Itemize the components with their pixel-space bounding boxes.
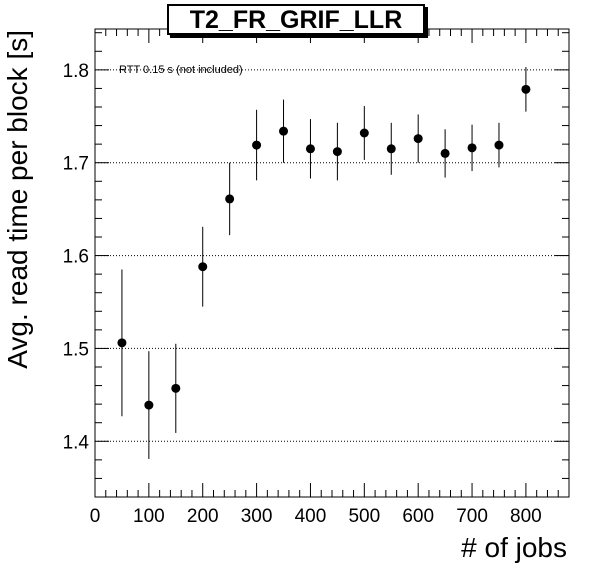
x-tick-label: 100 [133, 506, 165, 527]
data-point [521, 84, 531, 94]
data-point [305, 144, 315, 154]
y-tick-label: 1.5 [63, 339, 89, 360]
x-tick-label: 700 [456, 506, 488, 527]
data-point [117, 338, 127, 348]
x-tick-label: 0 [90, 506, 101, 527]
x-tick-label: 600 [402, 506, 434, 527]
data-point [171, 383, 181, 393]
data-point [359, 128, 369, 138]
data-point [144, 400, 154, 410]
x-tick-label: 200 [187, 506, 219, 527]
plot-frame [94, 28, 570, 498]
y-tick-label: 1.4 [63, 432, 90, 453]
y-axis-label: Avg. read time per block [s] [2, 30, 33, 369]
data-point [198, 262, 208, 272]
data-point [440, 148, 450, 158]
annotation-rtt: RTT 0.15 s (not included) [119, 64, 243, 76]
x-axis-label: # of jobs [461, 532, 567, 563]
gridlines [95, 69, 569, 442]
x-tick-label: 400 [295, 506, 327, 527]
data-point [332, 147, 342, 157]
data-point [494, 140, 504, 150]
axis-ticks [94, 29, 570, 498]
data-point [467, 143, 477, 153]
data-point [413, 134, 423, 144]
chart-title: T2_FR_GRIF_LLR [167, 4, 425, 35]
data-point [386, 144, 396, 154]
x-tick-label: 800 [510, 506, 542, 527]
y-tick-label: 1.8 [63, 61, 89, 82]
data-series [117, 67, 531, 459]
tick-labels: 1.4 1.5 1.6 1.7 1.8 0 100 200 300 400 500 600 700 800 [63, 61, 542, 527]
x-tick-label: 300 [241, 506, 273, 527]
data-point [279, 126, 289, 136]
x-tick-label: 500 [348, 506, 380, 527]
data-point [252, 140, 262, 150]
y-tick-label: 1.7 [63, 154, 89, 175]
y-tick-label: 1.6 [63, 247, 89, 268]
data-point [225, 194, 235, 204]
